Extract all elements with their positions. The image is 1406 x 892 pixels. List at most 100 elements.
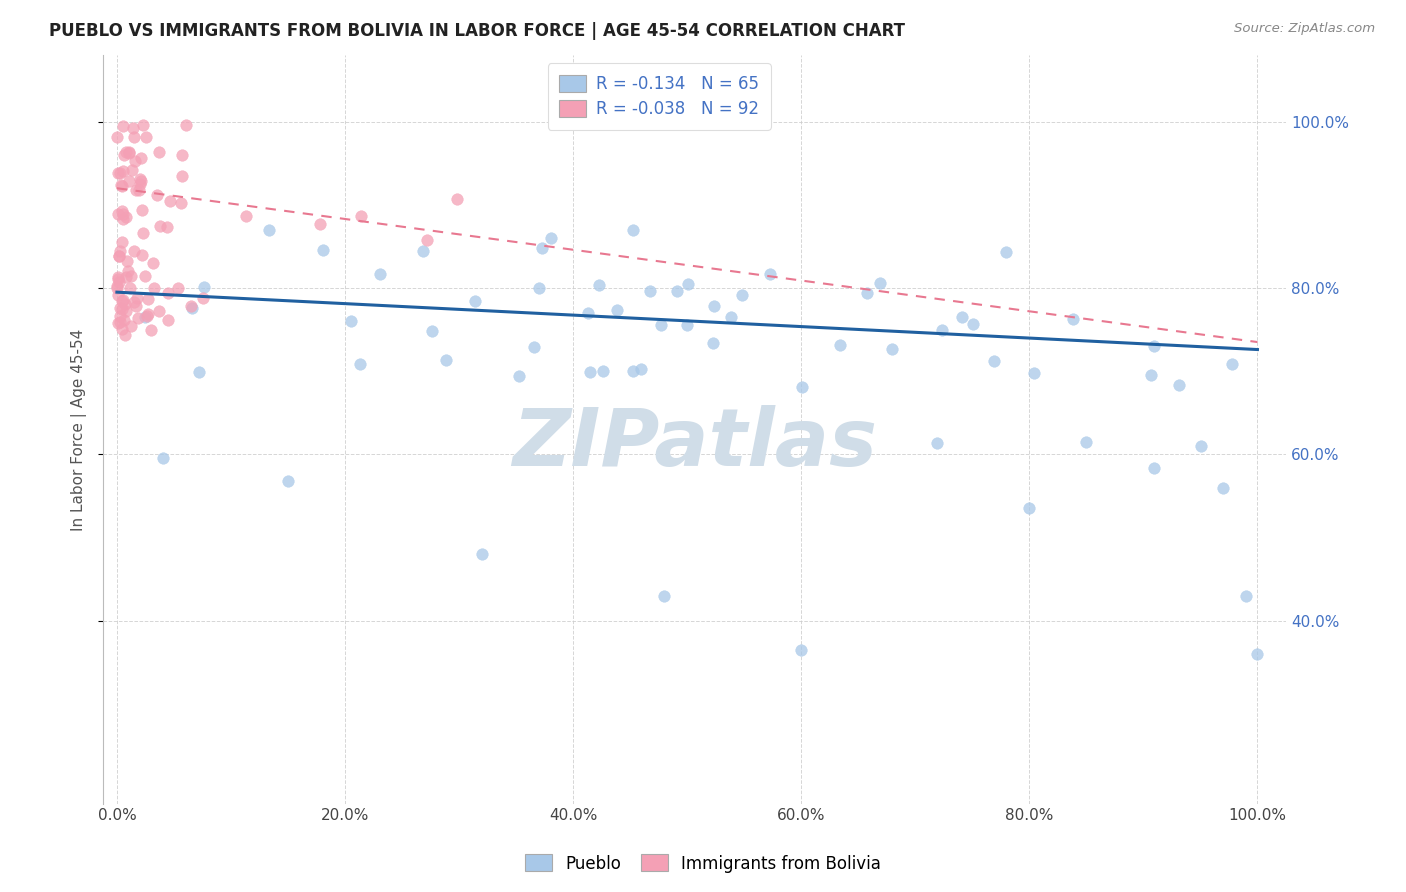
Point bbox=[110, 178, 132, 192]
Point bbox=[108, 249, 131, 263]
Point bbox=[312, 243, 335, 257]
Point bbox=[148, 303, 170, 318]
Point bbox=[107, 275, 129, 289]
Point bbox=[931, 323, 953, 337]
Point bbox=[111, 293, 134, 307]
Point bbox=[125, 183, 148, 197]
Point bbox=[148, 219, 170, 234]
Point bbox=[1189, 439, 1212, 453]
Point bbox=[142, 256, 165, 270]
Point bbox=[350, 209, 373, 223]
Point bbox=[676, 318, 699, 333]
Point bbox=[108, 309, 131, 323]
Point bbox=[131, 202, 153, 217]
Point bbox=[122, 295, 145, 310]
Point bbox=[108, 249, 131, 263]
Point bbox=[640, 285, 662, 299]
Point bbox=[134, 310, 156, 324]
Point bbox=[107, 271, 129, 285]
Point bbox=[159, 194, 181, 208]
Point bbox=[257, 223, 280, 237]
Point bbox=[167, 281, 190, 295]
Point bbox=[111, 235, 134, 249]
Point bbox=[1234, 589, 1257, 603]
Point bbox=[105, 279, 128, 293]
Point bbox=[1062, 312, 1084, 326]
Point bbox=[129, 174, 152, 188]
Point bbox=[349, 357, 371, 371]
Legend: R = -0.134   N = 65, R = -0.038   N = 92: R = -0.134 N = 65, R = -0.038 N = 92 bbox=[547, 63, 770, 130]
Point bbox=[529, 280, 551, 294]
Point bbox=[1143, 339, 1166, 353]
Point bbox=[131, 151, 153, 165]
Point bbox=[1018, 501, 1040, 516]
Point bbox=[508, 368, 530, 383]
Point bbox=[108, 244, 131, 259]
Point bbox=[111, 211, 134, 226]
Point bbox=[111, 163, 134, 178]
Point bbox=[446, 192, 468, 206]
Point bbox=[630, 362, 652, 376]
Point bbox=[308, 217, 330, 231]
Point bbox=[125, 299, 148, 313]
Point bbox=[464, 293, 486, 308]
Y-axis label: In Labor Force | Age 45-54: In Labor Force | Age 45-54 bbox=[72, 328, 87, 531]
Point bbox=[136, 307, 159, 321]
Point bbox=[720, 310, 742, 324]
Point bbox=[134, 269, 156, 284]
Legend: Pueblo, Immigrants from Bolivia: Pueblo, Immigrants from Bolivia bbox=[519, 847, 887, 880]
Point bbox=[131, 248, 153, 262]
Point bbox=[114, 328, 136, 343]
Point bbox=[523, 340, 546, 354]
Point bbox=[122, 244, 145, 258]
Point bbox=[759, 267, 782, 281]
Point bbox=[122, 130, 145, 145]
Point bbox=[121, 163, 143, 178]
Point bbox=[136, 309, 159, 323]
Text: ZIPatlas: ZIPatlas bbox=[512, 405, 877, 483]
Point bbox=[702, 336, 724, 351]
Point bbox=[181, 301, 204, 315]
Point bbox=[416, 233, 439, 247]
Point bbox=[650, 318, 672, 332]
Text: PUEBLO VS IMMIGRANTS FROM BOLIVIA IN LABOR FORCE | AGE 45-54 CORRELATION CHART: PUEBLO VS IMMIGRANTS FROM BOLIVIA IN LAB… bbox=[49, 22, 905, 40]
Point bbox=[1212, 481, 1234, 495]
Point bbox=[111, 179, 134, 194]
Point bbox=[170, 196, 193, 211]
Point bbox=[127, 311, 149, 326]
Point bbox=[114, 269, 136, 284]
Point bbox=[235, 209, 257, 223]
Point bbox=[110, 203, 132, 218]
Point bbox=[128, 184, 150, 198]
Point bbox=[129, 178, 152, 192]
Point bbox=[606, 302, 628, 317]
Point bbox=[540, 230, 562, 244]
Point bbox=[107, 207, 129, 221]
Point bbox=[107, 270, 129, 285]
Point bbox=[880, 343, 903, 357]
Point bbox=[579, 365, 602, 379]
Point bbox=[115, 253, 138, 268]
Point bbox=[105, 129, 128, 144]
Point bbox=[136, 292, 159, 306]
Point bbox=[621, 223, 644, 237]
Point bbox=[118, 145, 141, 159]
Point bbox=[703, 299, 725, 313]
Point bbox=[107, 166, 129, 180]
Point bbox=[621, 364, 644, 378]
Point bbox=[665, 285, 688, 299]
Point bbox=[530, 241, 553, 255]
Point bbox=[1076, 434, 1098, 449]
Point bbox=[927, 436, 949, 450]
Point bbox=[148, 145, 170, 159]
Point bbox=[412, 244, 434, 259]
Text: Source: ZipAtlas.com: Source: ZipAtlas.com bbox=[1234, 22, 1375, 36]
Point bbox=[1246, 647, 1268, 661]
Point bbox=[962, 317, 984, 331]
Point bbox=[132, 226, 155, 240]
Point bbox=[107, 316, 129, 330]
Point bbox=[790, 642, 813, 657]
Point bbox=[124, 154, 146, 169]
Point bbox=[1022, 366, 1045, 380]
Point bbox=[108, 166, 131, 180]
